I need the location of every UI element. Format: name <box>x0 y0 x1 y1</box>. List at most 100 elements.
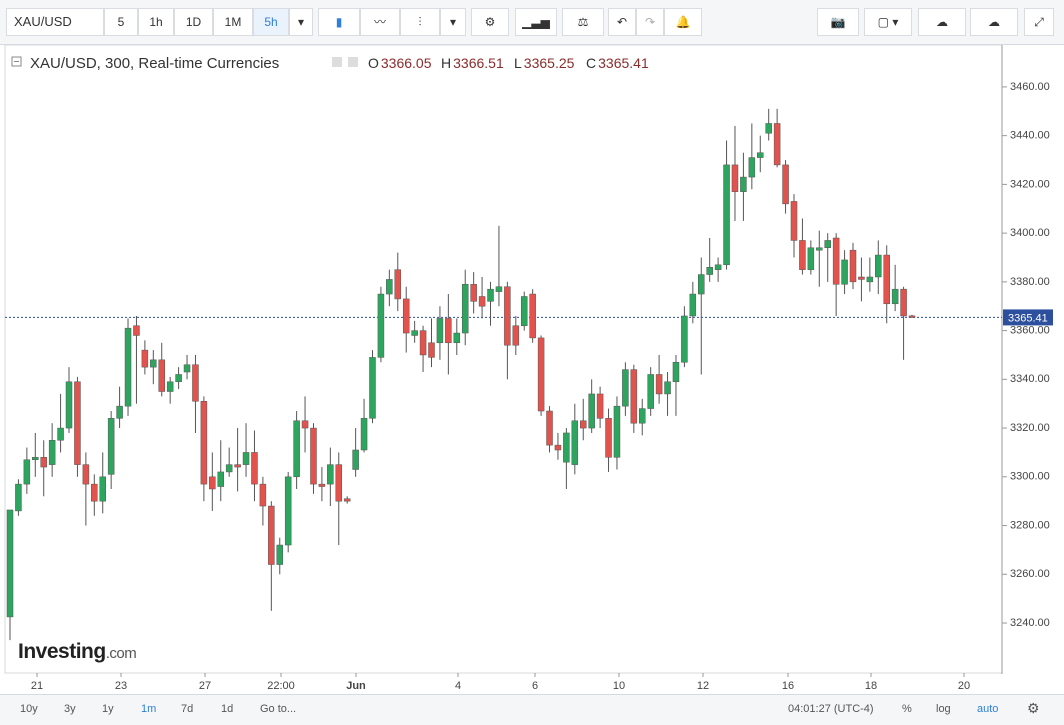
candle-body <box>192 364 199 402</box>
candle-body <box>824 240 831 248</box>
line-button[interactable]: 〰 <box>360 8 400 36</box>
x-tick-label: 20 <box>958 680 970 692</box>
interval-button[interactable]: 5h <box>253 8 289 36</box>
scale-option[interactable]: % <box>902 703 912 715</box>
candle-body <box>133 325 140 336</box>
candle-body <box>32 457 39 461</box>
candle-body <box>310 427 317 485</box>
candle-body <box>900 288 907 317</box>
scale-option[interactable]: auto <box>977 703 999 715</box>
visibility-icon[interactable] <box>332 57 342 67</box>
scale-option[interactable]: log <box>936 703 951 715</box>
compare-button[interactable]: ⚖ <box>562 8 604 36</box>
collapse-icon[interactable] <box>11 56 22 67</box>
redo-button[interactable]: ↷ <box>636 8 664 36</box>
candle-body <box>91 483 98 502</box>
candle-body <box>841 259 848 285</box>
x-tick-label: 23 <box>115 680 127 692</box>
candle-body <box>714 264 722 270</box>
range-button[interactable]: 7d <box>181 703 194 715</box>
ohlc-value: 3366.05 <box>381 55 432 71</box>
y-tick-label: 3260.00 <box>1010 568 1050 580</box>
snapshot-button[interactable]: 📷 <box>817 8 859 36</box>
candle-body <box>23 459 31 485</box>
y-tick-label: 3300.00 <box>1010 471 1050 483</box>
symbol-input[interactable]: XAU/USD <box>6 8 104 36</box>
range-button[interactable]: 1y <box>102 703 114 715</box>
y-tick-label: 3440.00 <box>1010 130 1050 142</box>
save-button[interactable]: ☁ <box>970 8 1018 36</box>
range-button[interactable]: 1d <box>221 703 234 715</box>
indicator-dropdown[interactable]: ▾ <box>440 8 466 36</box>
candle-body <box>40 457 47 468</box>
candle-body <box>765 123 772 134</box>
ohlc-label: O <box>368 55 379 71</box>
indicator-button[interactable]: ⫶ <box>400 8 440 36</box>
interval-button[interactable]: 1D <box>174 8 213 36</box>
candle-body <box>225 464 233 473</box>
range-button[interactable]: 3y <box>64 703 76 715</box>
footer: 10y 3y 1y 1m 7d 1d Go to... 04:01:27 (UTC-4)% lo… <box>0 694 1064 725</box>
ohlc-label: L <box>514 55 522 71</box>
candle-body <box>799 240 806 270</box>
candle-body <box>495 286 503 292</box>
candle-body <box>605 418 612 458</box>
alert-button[interactable]: 🔔 <box>664 8 702 36</box>
load-button[interactable]: ☁ <box>918 8 966 36</box>
candle-body <box>647 374 654 409</box>
candle-body <box>748 157 756 178</box>
candle-body <box>141 349 149 368</box>
candle-body <box>343 498 351 502</box>
candles-button[interactable]: ▮ <box>318 8 360 36</box>
candle-body <box>335 464 343 502</box>
interval-button[interactable]: 5 <box>104 8 138 36</box>
last-price-tag <box>1003 309 1053 326</box>
settings-icon[interactable] <box>348 57 358 67</box>
candle-body <box>537 337 545 412</box>
studies-button[interactable]: ▁▃▅ <box>515 8 557 36</box>
candle-body <box>512 325 520 346</box>
y-tick-label: 3400.00 <box>1010 227 1050 239</box>
candle-body <box>48 440 56 465</box>
y-tick-label: 3380.00 <box>1010 276 1050 288</box>
legend-title: XAU/USD, 300, Real-time Currencies <box>30 55 279 72</box>
undo-button[interactable]: ↶ <box>608 8 636 36</box>
candle-body <box>891 288 899 305</box>
x-tick-label: 27 <box>199 680 211 692</box>
candle-body <box>723 164 730 266</box>
interval-button[interactable]: 1h <box>138 8 174 36</box>
candle-body <box>445 318 452 344</box>
candle-body <box>689 293 697 317</box>
candle-body <box>107 418 115 475</box>
candle-body <box>757 152 764 158</box>
candle-body <box>158 359 165 392</box>
settings-button[interactable]: ⚙ <box>471 8 509 36</box>
settings-gear[interactable]: ⚙ <box>1027 700 1040 716</box>
interval-dropdown[interactable]: ▾ <box>289 8 313 36</box>
range-button[interactable]: 10y <box>20 703 38 715</box>
toolbar: XAU/USD 5 1h 1D 1M 5h ▾ ▮ 〰 ⫶ ▾ ⚙ ▁▃▅ ⚖ … <box>0 0 1064 45</box>
fullscreen-button[interactable]: ⤢ <box>1024 8 1054 36</box>
candle-body <box>453 332 461 344</box>
candle-body <box>579 420 587 429</box>
watermark-suffix: .com <box>106 645 137 662</box>
candle-body <box>15 483 22 512</box>
goto-button[interactable]: Go to... <box>260 703 297 715</box>
y-tick-label: 3420.00 <box>1010 178 1050 190</box>
candle-body <box>436 318 444 344</box>
color-button[interactable]: ▢ ▾ <box>864 8 912 36</box>
candle-body <box>419 330 427 356</box>
candle-body <box>259 483 267 507</box>
candle-body <box>65 381 73 429</box>
range-button[interactable]: 1m <box>141 703 157 715</box>
interval-button[interactable]: 1M <box>213 8 253 36</box>
x-tick-label: 22:00 <box>267 680 295 692</box>
watermark-brand: Investing <box>18 640 106 663</box>
candle-body <box>588 393 595 429</box>
candle-body <box>866 276 874 283</box>
candle-body <box>242 452 250 465</box>
candle-body <box>369 357 376 419</box>
x-tick-label: 16 <box>782 680 794 692</box>
candle-body <box>655 374 663 395</box>
ohlc-label: H <box>441 55 451 71</box>
